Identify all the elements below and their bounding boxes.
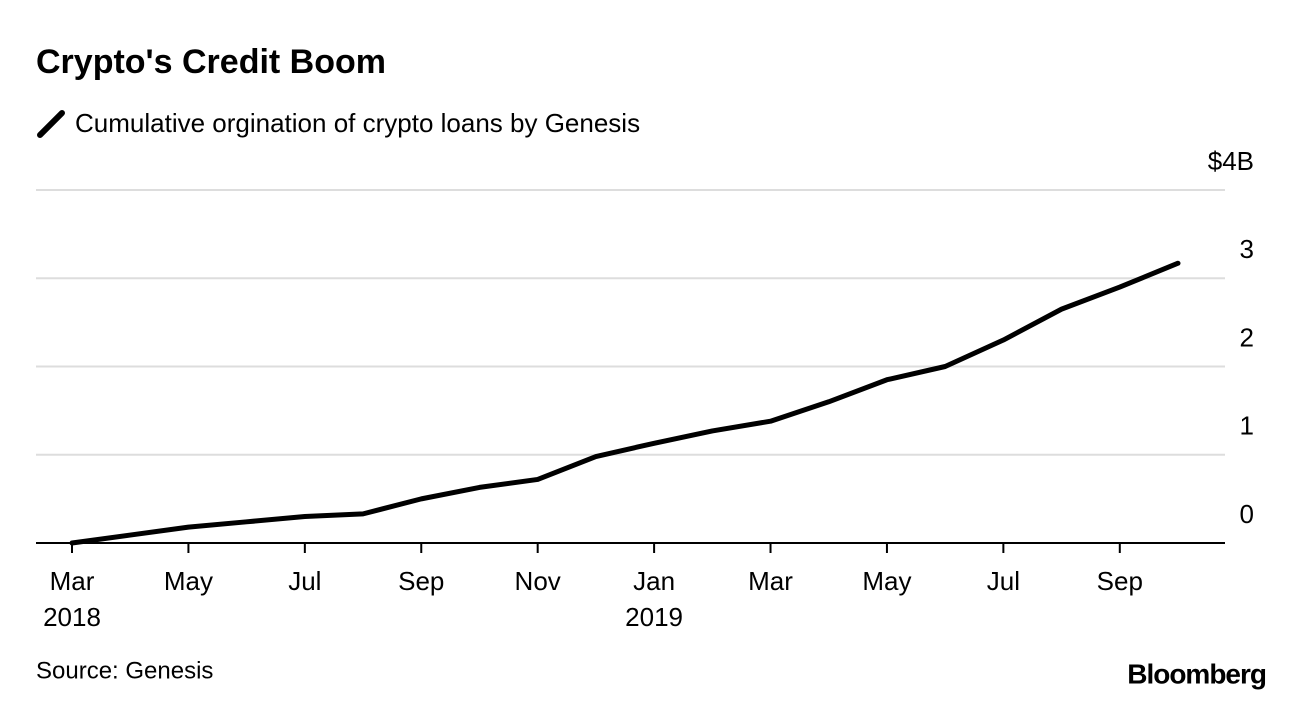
x-tick-label: Sep: [1097, 566, 1143, 596]
line: [69, 260, 1181, 546]
y-tick-label: 1: [1240, 411, 1254, 441]
x-tick-year: 2018: [43, 602, 101, 632]
y-tick-label: 2: [1240, 322, 1254, 352]
x-tick-label: May: [862, 566, 911, 596]
x-tick-label: Nov: [515, 566, 561, 596]
legend-swatch: [37, 110, 65, 138]
x-tick-label: Mar: [50, 566, 95, 596]
legend-label: Cumulative orgination of crypto loans by…: [75, 108, 640, 138]
brand: Bloomberg: [1127, 658, 1266, 689]
source: Source: Genesis: [36, 657, 213, 684]
x-tick-label: Jan: [633, 566, 675, 596]
y-tick-label: $4B: [1208, 146, 1254, 176]
y-tick-label: 0: [1240, 499, 1254, 529]
x-tick-label: Sep: [398, 566, 444, 596]
x-tick-label: Jul: [987, 566, 1020, 596]
x-tick-year: 2019: [625, 602, 683, 632]
x-tick-label: May: [164, 566, 213, 596]
chart-title: Crypto's Credit Boom: [36, 43, 386, 81]
x-tick-label: Mar: [748, 566, 793, 596]
x-tick-label: Jul: [288, 566, 321, 596]
y-tick-label: 3: [1240, 234, 1254, 264]
